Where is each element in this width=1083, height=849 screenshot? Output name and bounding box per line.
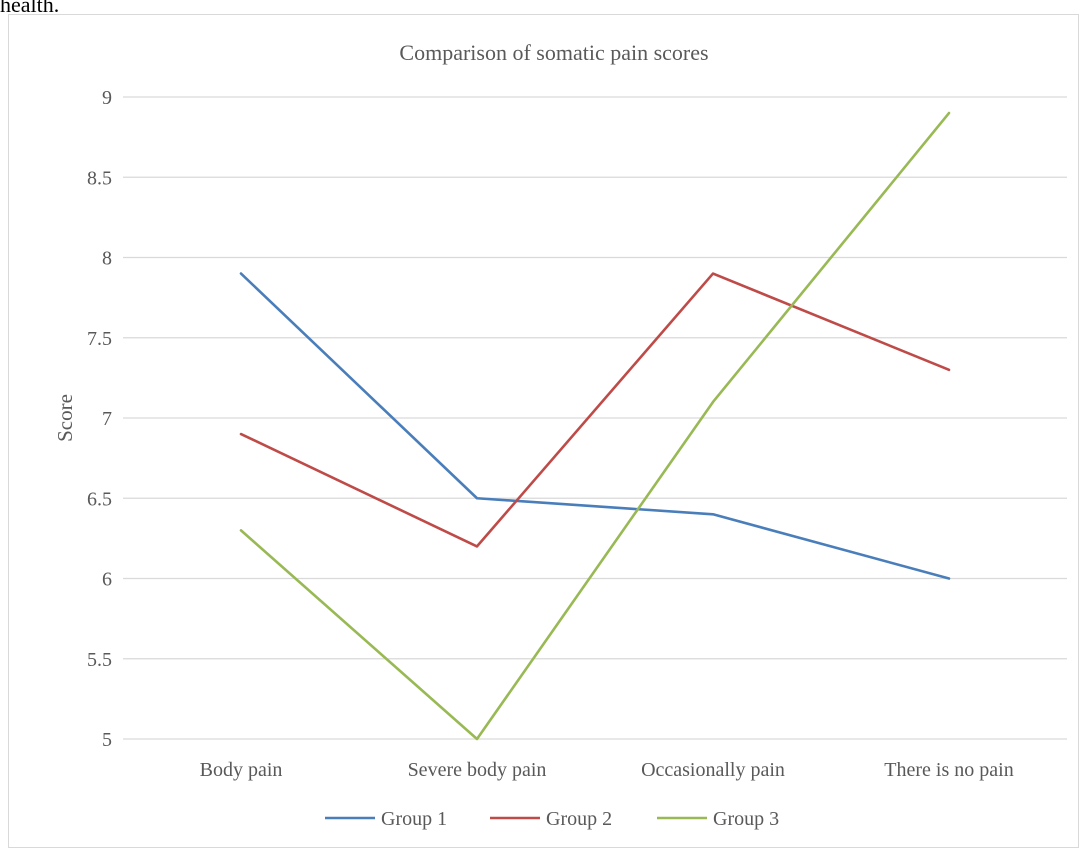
y-tick-label: 8 [102,248,112,270]
x-tick-labels: Body pain Severe body pain Occasionally pa… [200,759,1014,781]
series-line-group-2 [239,272,951,548]
chart-frame [8,14,1079,848]
legend-label-group-2: Group 2 [546,808,612,830]
series-line-group-3 [239,111,951,741]
series-lines [239,111,951,741]
y-tick-labels: 5 5.5 6 6.5 7 7.5 8 8.5 9 [87,87,112,751]
legend-label-group-1: Group 1 [381,808,447,830]
chart-title: Comparison of somatic pain scores [399,40,708,65]
legend-label-group-3: Group 3 [713,808,779,830]
y-tick-label: 6 [102,569,112,591]
y-tick-label: 9 [102,87,112,109]
y-tick-label: 5 [102,729,112,751]
series-line-group-1 [239,272,951,580]
preceding-text-fragment: health. [0,0,60,17]
x-tick-label: There is no pain [884,759,1013,781]
x-tick-label: Severe body pain [408,759,547,781]
y-tick-label: 7 [102,408,112,430]
x-tick-label: Occasionally pain [641,759,785,781]
y-axis-label: Score [53,394,77,442]
gridlines [123,96,1067,740]
y-tick-label: 7.5 [87,328,112,350]
y-tick-label: 8.5 [87,167,112,189]
y-tick-label: 5.5 [87,649,112,671]
legend: Group 1 Group 2 Group 3 [325,808,779,830]
y-tick-label: 6.5 [87,488,112,510]
x-tick-label: Body pain [200,759,283,781]
